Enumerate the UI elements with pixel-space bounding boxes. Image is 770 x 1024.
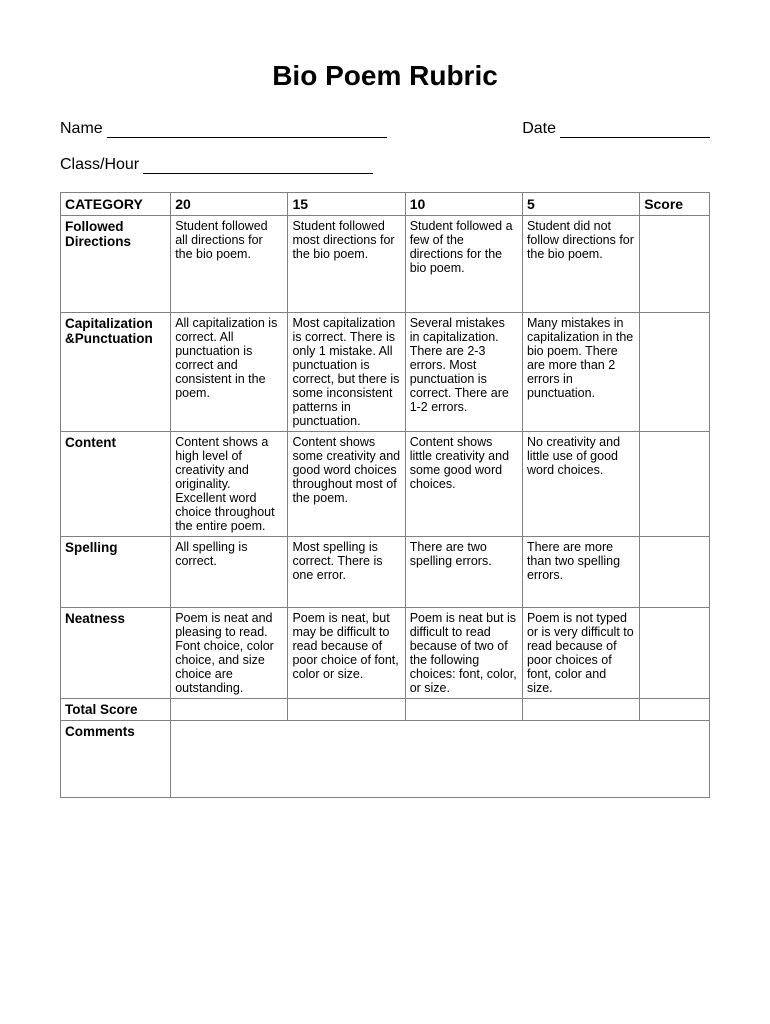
cell: All spelling is correct. bbox=[171, 537, 288, 608]
cell: Poem is neat, but may be difficult to re… bbox=[288, 608, 405, 699]
cell: Several mistakes in capitalization. Ther… bbox=[405, 313, 522, 432]
row-label-directions: Followed Directions bbox=[61, 216, 171, 313]
header-5: 5 bbox=[522, 193, 639, 216]
cell: Most capitalization is correct. There is… bbox=[288, 313, 405, 432]
row-label-neatness: Neatness bbox=[61, 608, 171, 699]
total-score-cell[interactable] bbox=[640, 699, 710, 721]
cell: Poem is neat and pleasing to read. Font … bbox=[171, 608, 288, 699]
header-category: CATEGORY bbox=[61, 193, 171, 216]
rubric-table: CATEGORY 20 15 10 5 Score Followed Direc… bbox=[60, 192, 710, 798]
cell: Many mistakes in capitalization in the b… bbox=[522, 313, 639, 432]
cell: Content shows little creativity and some… bbox=[405, 432, 522, 537]
cell: Student did not follow directions for th… bbox=[522, 216, 639, 313]
class-input-line[interactable] bbox=[143, 173, 373, 174]
score-cell[interactable] bbox=[640, 216, 710, 313]
header-row: CATEGORY 20 15 10 5 Score bbox=[61, 193, 710, 216]
table-row: Followed Directions Student followed all… bbox=[61, 216, 710, 313]
row-label-spelling: Spelling bbox=[61, 537, 171, 608]
table-row: Spelling All spelling is correct. Most s… bbox=[61, 537, 710, 608]
name-date-row: Name Date bbox=[60, 120, 710, 138]
total-label: Total Score bbox=[61, 699, 171, 721]
score-cell[interactable] bbox=[640, 537, 710, 608]
header-20: 20 bbox=[171, 193, 288, 216]
class-row: Class/Hour bbox=[60, 156, 710, 174]
cell: There are more than two spelling errors. bbox=[522, 537, 639, 608]
comments-cell[interactable] bbox=[171, 721, 710, 798]
cell: Content shows a high level of creativity… bbox=[171, 432, 288, 537]
cell bbox=[405, 699, 522, 721]
page-title: Bio Poem Rubric bbox=[60, 60, 710, 92]
header-15: 15 bbox=[288, 193, 405, 216]
header-10: 10 bbox=[405, 193, 522, 216]
cell: Student followed most directions for the… bbox=[288, 216, 405, 313]
score-cell[interactable] bbox=[640, 313, 710, 432]
date-label: Date bbox=[522, 120, 556, 138]
cell: Student followed a few of the directions… bbox=[405, 216, 522, 313]
cell bbox=[171, 699, 288, 721]
table-row: Neatness Poem is neat and pleasing to re… bbox=[61, 608, 710, 699]
cell: Most spelling is correct. There is one e… bbox=[288, 537, 405, 608]
comments-row: Comments bbox=[61, 721, 710, 798]
name-input-line[interactable] bbox=[107, 137, 387, 138]
total-row: Total Score bbox=[61, 699, 710, 721]
score-cell[interactable] bbox=[640, 432, 710, 537]
cell: Content shows some creativity and good w… bbox=[288, 432, 405, 537]
cell bbox=[288, 699, 405, 721]
row-label-capitalization: Capitalization &Punctuation bbox=[61, 313, 171, 432]
cell: There are two spelling errors. bbox=[405, 537, 522, 608]
class-field: Class/Hour bbox=[60, 156, 373, 174]
cell: No creativity and little use of good wor… bbox=[522, 432, 639, 537]
class-label: Class/Hour bbox=[60, 156, 139, 174]
table-row: Capitalization &Punctuation All capitali… bbox=[61, 313, 710, 432]
date-field: Date bbox=[522, 120, 710, 138]
date-input-line[interactable] bbox=[560, 137, 710, 138]
cell: Student followed all directions for the … bbox=[171, 216, 288, 313]
cell: Poem is not typed or is very difficult t… bbox=[522, 608, 639, 699]
cell bbox=[522, 699, 639, 721]
cell: All capitalization is correct. All punct… bbox=[171, 313, 288, 432]
header-score: Score bbox=[640, 193, 710, 216]
score-cell[interactable] bbox=[640, 608, 710, 699]
row-label-content: Content bbox=[61, 432, 171, 537]
table-row: Content Content shows a high level of cr… bbox=[61, 432, 710, 537]
name-field: Name bbox=[60, 120, 387, 138]
comments-label: Comments bbox=[61, 721, 171, 798]
cell: Poem is neat but is difficult to read be… bbox=[405, 608, 522, 699]
name-label: Name bbox=[60, 120, 103, 138]
